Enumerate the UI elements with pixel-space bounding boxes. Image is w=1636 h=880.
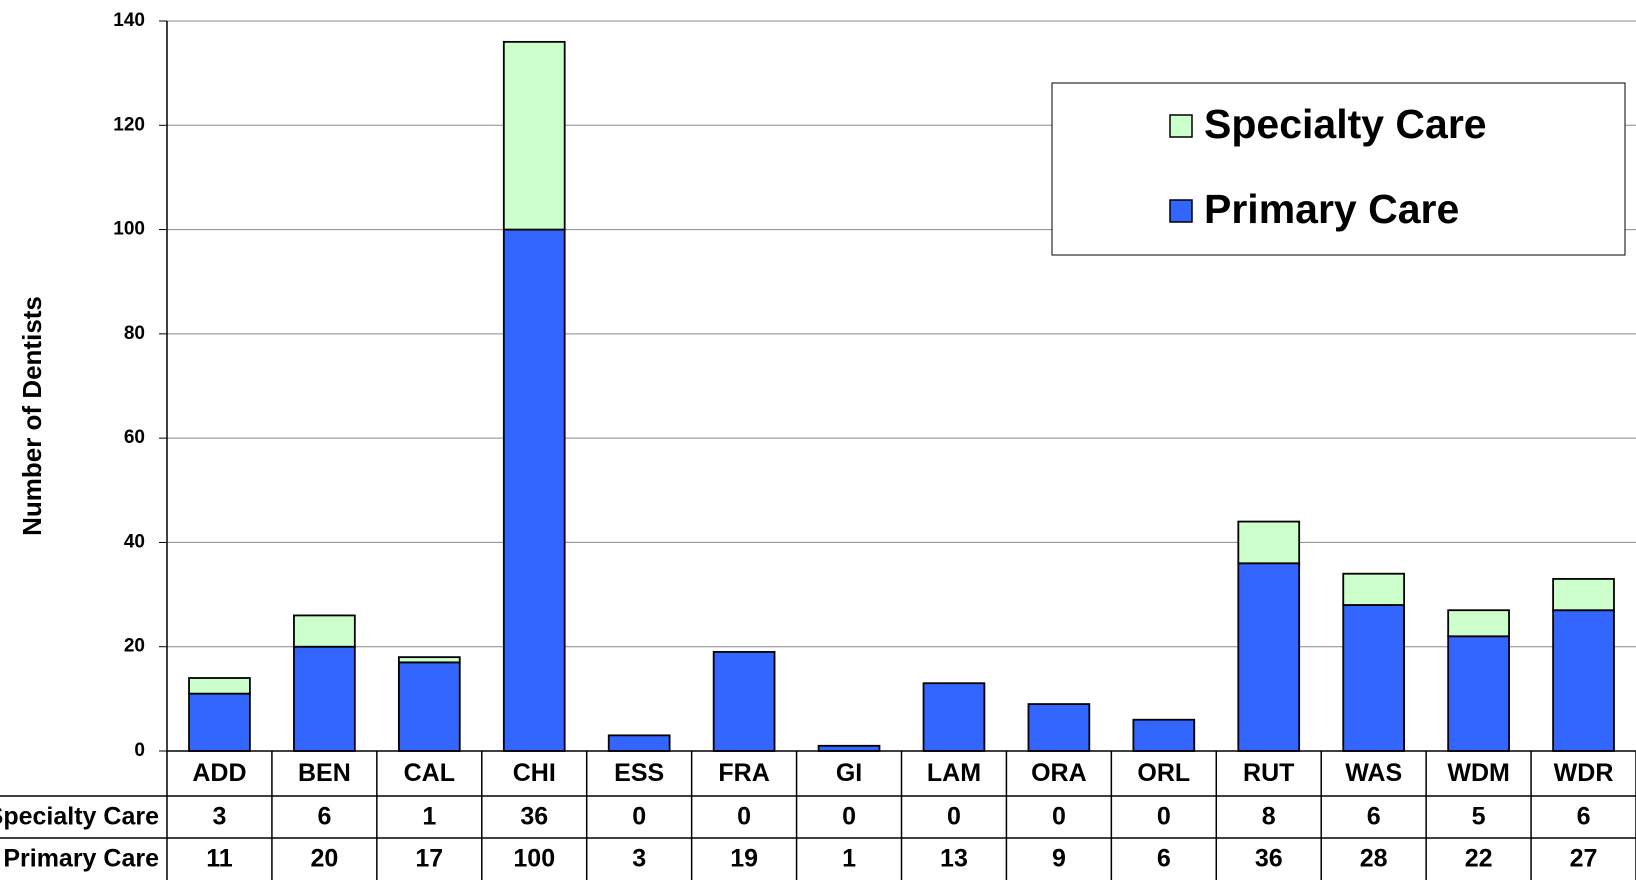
- bar-segment: [712, 651, 776, 752]
- bar-segment: [1132, 718, 1196, 752]
- bar-segment: [1237, 520, 1301, 565]
- table-cell: 20: [310, 845, 338, 873]
- bar-segment: [1237, 562, 1301, 752]
- y-axis-label: Number of Dentists: [17, 296, 47, 536]
- x-tick-label: CAL: [404, 759, 455, 787]
- table-cell: 17: [415, 845, 443, 873]
- x-tick-label: RUT: [1243, 759, 1294, 787]
- bar-segment: [293, 645, 356, 752]
- table-cell: 0: [737, 803, 751, 831]
- table-cell: 6: [317, 803, 331, 831]
- y-tick-label: 100: [113, 219, 145, 240]
- bar-segment: [1447, 609, 1510, 638]
- table-cell: 1: [842, 845, 856, 873]
- table-cell: 11: [206, 845, 233, 873]
- legend-swatch: [1169, 199, 1193, 223]
- y-tick-label: 0: [134, 740, 145, 761]
- table-cell: 0: [947, 803, 961, 831]
- table-cell: 19: [730, 845, 758, 873]
- table-cell: 9: [1052, 845, 1066, 873]
- x-tick-label: ESS: [614, 759, 664, 787]
- table-cell: 28: [1360, 845, 1388, 873]
- x-tick-label: WDR: [1554, 759, 1614, 787]
- table-cell: 3: [632, 845, 646, 873]
- y-tick-label: 140: [113, 10, 145, 31]
- x-tick-label: ADD: [192, 759, 246, 787]
- x-tick-label: WAS: [1345, 759, 1402, 787]
- table-cell: 36: [520, 803, 548, 831]
- table-cell: 5: [1472, 803, 1486, 831]
- y-tick-label: 80: [124, 323, 145, 344]
- bar-segment: [502, 40, 566, 231]
- table-row-header: Specialty Care: [0, 803, 159, 831]
- x-tick-label: CHI: [513, 759, 556, 787]
- x-tick-label: GI: [836, 759, 862, 787]
- table-cell: 22: [1465, 845, 1493, 873]
- table-row-header: Primary Care: [3, 845, 159, 873]
- table-cell: 0: [1052, 803, 1066, 831]
- x-tick-label: FRA: [718, 759, 769, 787]
- bar-segment: [397, 656, 461, 664]
- x-tick-label: WDM: [1447, 759, 1509, 787]
- bar-segment: [1342, 572, 1406, 606]
- table-cell: 6: [1367, 803, 1381, 831]
- bar-segment: [1447, 635, 1510, 752]
- x-tick-label: BEN: [298, 759, 351, 787]
- table-cell: 0: [1157, 803, 1171, 831]
- bar-segment: [1552, 578, 1615, 612]
- x-tick-label: ORL: [1137, 759, 1190, 787]
- bar-segment: [1552, 609, 1615, 752]
- bar-segment: [607, 734, 671, 752]
- table-cell: 6: [1157, 845, 1171, 873]
- bar-segment: [293, 614, 356, 648]
- y-tick-label: 120: [113, 114, 145, 135]
- table-cell: 6: [1577, 803, 1591, 831]
- y-tick-label: 20: [124, 636, 145, 657]
- table-cell: 36: [1255, 845, 1283, 873]
- table-cell: 1: [422, 803, 436, 831]
- legend-label: Specialty Care: [1204, 101, 1487, 147]
- table-cell: 8: [1262, 803, 1276, 831]
- x-tick-label: ORA: [1031, 759, 1087, 787]
- bar-segment: [1342, 604, 1406, 752]
- y-tick-label: 60: [124, 427, 145, 448]
- legend-swatch: [1169, 114, 1193, 138]
- bar-segment: [188, 677, 251, 695]
- bar-segment: [397, 661, 461, 752]
- table-cell: 27: [1570, 845, 1598, 873]
- bar-segment: [188, 692, 251, 752]
- table-cell: 100: [513, 845, 555, 873]
- x-tick-label: LAM: [927, 759, 981, 787]
- y-tick-label: 40: [124, 531, 145, 552]
- table-cell: 0: [632, 803, 646, 831]
- bar-segment: [502, 228, 566, 752]
- legend-box: [1051, 82, 1626, 256]
- table-cell: 3: [213, 803, 227, 831]
- bar-segment: [922, 682, 986, 752]
- table-cell: 13: [940, 845, 968, 873]
- table-cell: 0: [842, 803, 856, 831]
- legend-label: Primary Care: [1204, 186, 1459, 232]
- bar-segment: [1027, 703, 1091, 752]
- bar-segment: [817, 744, 881, 752]
